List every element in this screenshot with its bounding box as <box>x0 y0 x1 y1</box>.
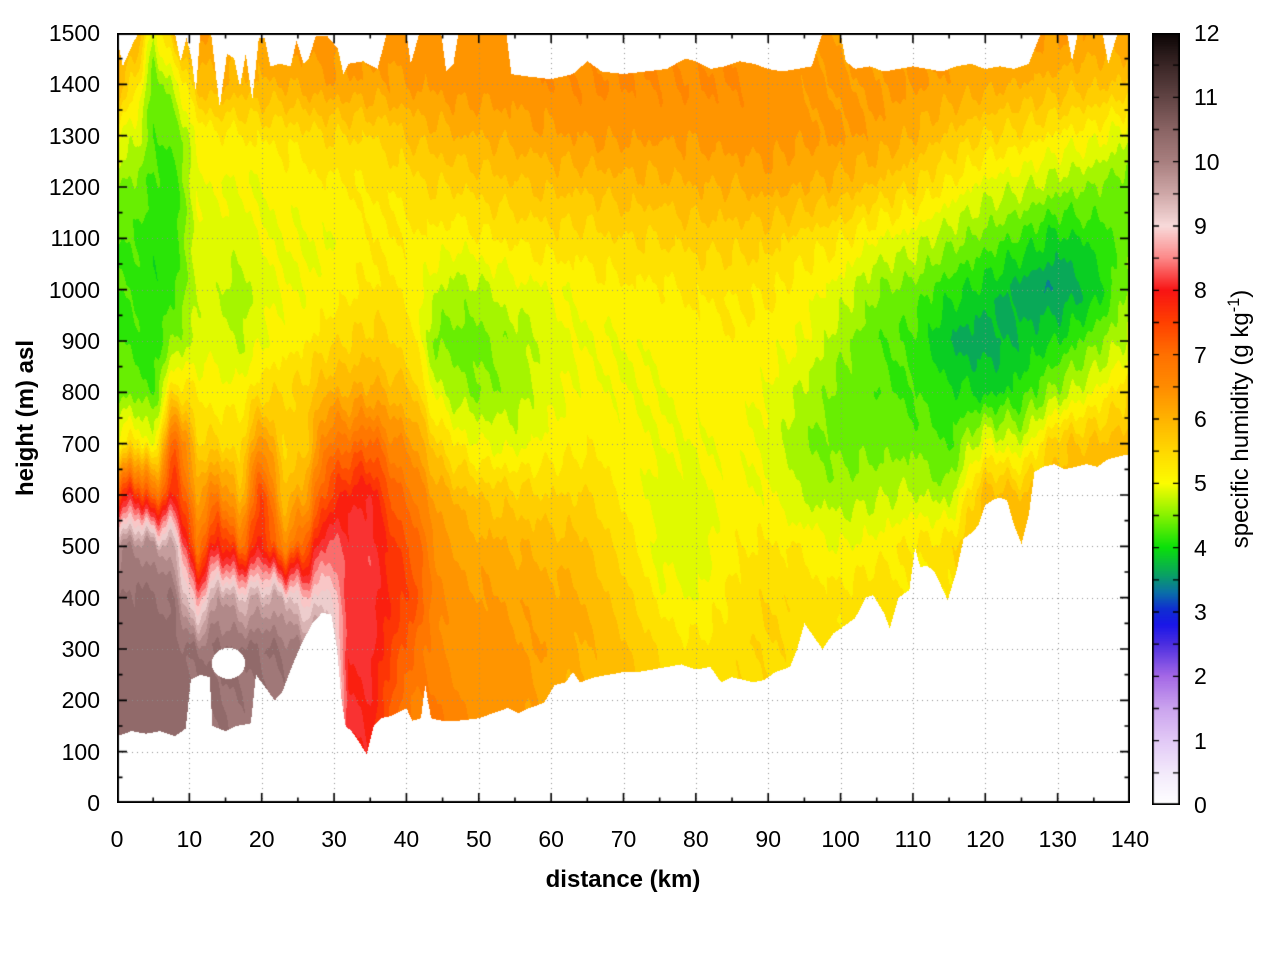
colorbar-title: specific humidity (g kg-1) <box>1225 290 1255 549</box>
colorbar-tick-label: 7 <box>1194 341 1207 368</box>
colorbar-tick-label: 8 <box>1194 277 1207 304</box>
x-tick-label: 100 <box>821 826 860 852</box>
x-tick-label: 30 <box>321 826 347 852</box>
y-tick-label: 1500 <box>48 20 100 46</box>
colorbar-tick-label: 11 <box>1194 84 1218 111</box>
colorbar-title-close: ) <box>1227 289 1254 298</box>
x-tick-label: 50 <box>465 826 492 852</box>
y-tick-label: 0 <box>87 790 100 816</box>
colorbar-tick-label: 5 <box>1194 470 1207 497</box>
y-tick-label: 1400 <box>48 71 100 98</box>
colorbar-gradient <box>1152 33 1180 805</box>
colorbar-tick-label: 1 <box>1194 727 1207 754</box>
colorbar-tick-label: 4 <box>1194 534 1207 561</box>
colorbar-tick-label: 3 <box>1194 599 1207 625</box>
x-tick-label: 120 <box>966 826 1005 852</box>
x-tick-label: 20 <box>248 826 275 852</box>
colorbar-title-text: specific humidity (g kg <box>1227 312 1254 549</box>
x-axis-title: distance (km) <box>545 866 701 893</box>
y-tick-label: 800 <box>61 379 100 406</box>
contour-plot-canvas <box>117 33 1130 803</box>
x-tick-label: 0 <box>110 826 124 852</box>
x-tick-label: 70 <box>610 826 637 852</box>
y-tick-label: 1100 <box>50 225 100 252</box>
y-tick-label: 100 <box>61 738 100 765</box>
y-tick-label: 700 <box>61 430 100 457</box>
y-axis-title: height (m) asl <box>12 339 39 497</box>
x-tick-label: 130 <box>1038 826 1077 852</box>
colorbar-title-superscript: -1 <box>1225 297 1243 313</box>
colorbar-tick-label: 12 <box>1194 20 1220 46</box>
x-tick-label: 40 <box>393 826 420 852</box>
colorbar-tick-label: 6 <box>1194 406 1207 432</box>
y-tick-label: 1000 <box>48 276 100 303</box>
colorbar-tick-label: 0 <box>1194 792 1207 818</box>
x-tick-label: 10 <box>176 826 203 852</box>
y-tick-label: 500 <box>61 533 100 560</box>
x-tick-label: 80 <box>683 826 709 852</box>
x-tick-label: 110 <box>894 826 932 852</box>
colorbar-tick-label: 10 <box>1194 148 1220 175</box>
x-tick-label: 140 <box>1110 826 1150 852</box>
colorbar-tick-label: 2 <box>1194 663 1207 690</box>
y-tick-label: 200 <box>61 687 100 714</box>
y-tick-label: 600 <box>61 482 100 508</box>
y-tick-label: 300 <box>61 636 100 662</box>
x-tick-label: 90 <box>755 826 781 852</box>
colorbar-tick-label: 9 <box>1194 213 1207 239</box>
y-tick-label: 1300 <box>48 122 100 149</box>
y-tick-label: 1200 <box>48 174 100 200</box>
x-tick-label: 60 <box>538 826 564 852</box>
y-tick-label: 900 <box>61 328 100 354</box>
y-tick-label: 400 <box>61 584 100 611</box>
